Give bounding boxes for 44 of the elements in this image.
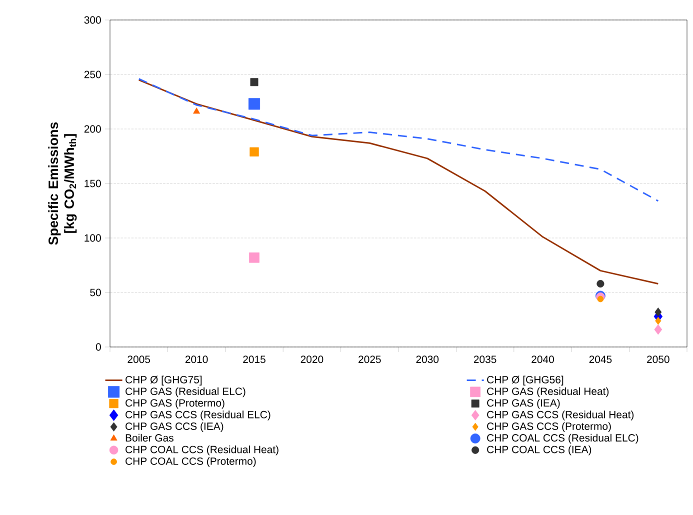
legend-label: Boiler Gas bbox=[126, 434, 174, 442]
y-tick-label: 200 bbox=[84, 125, 101, 133]
legend-label: CHP GAS CCS (Protermo) bbox=[487, 422, 611, 432]
x-tick-label: 2035 bbox=[474, 356, 496, 364]
point bbox=[250, 147, 259, 156]
point bbox=[248, 98, 260, 110]
x-tick-label: 2010 bbox=[185, 356, 208, 364]
point bbox=[249, 252, 260, 263]
x-tick-label: 2040 bbox=[532, 356, 554, 364]
x-tick-label: 2015 bbox=[243, 356, 266, 364]
legend-label: CHP GAS (IEA) bbox=[487, 398, 560, 409]
point bbox=[654, 308, 662, 317]
y-tick-label: 250 bbox=[84, 70, 101, 78]
legend-label: CHP COAL CCS (Residual Heat) bbox=[126, 446, 278, 456]
legend-label: CHP GAS (Protermo) bbox=[126, 398, 224, 409]
x-tick-label: 2005 bbox=[128, 356, 150, 364]
y-tick-label: 50 bbox=[90, 288, 101, 296]
legend-label: CHP GAS (Residual ELC) bbox=[126, 387, 246, 398]
legend-label: CHP COAL CCS (Protermo) bbox=[126, 457, 256, 467]
y-tick-label: 150 bbox=[84, 180, 101, 188]
x-tick-label: 2025 bbox=[358, 356, 381, 364]
y-tick-label: 0 bbox=[96, 343, 101, 351]
point bbox=[250, 78, 258, 86]
legend-label: CHP GAS CCS (Residual Heat) bbox=[487, 410, 634, 420]
x-tick-label: 2050 bbox=[647, 356, 670, 364]
x-tick-label: 2030 bbox=[416, 356, 439, 364]
y-tick-label: 300 bbox=[84, 16, 101, 24]
legend-label: CHP Ø [GHG56] bbox=[487, 376, 564, 386]
legend-label: CHP Ø [GHG75] bbox=[126, 376, 202, 386]
y-tick-label: 100 bbox=[84, 234, 101, 242]
point bbox=[655, 316, 662, 325]
x-tick-label: 2020 bbox=[300, 356, 324, 364]
legend-label: CHP COAL CCS (IEA) bbox=[487, 446, 592, 456]
x-tick-label: 2045 bbox=[589, 356, 612, 364]
point bbox=[597, 296, 604, 302]
legend-label: CHP GAS CCS (IEA) bbox=[126, 422, 224, 432]
point bbox=[654, 324, 662, 335]
legend-label: CHP COAL CCS (Residual ELC) bbox=[487, 434, 638, 444]
point bbox=[193, 108, 200, 114]
line-series bbox=[138, 79, 659, 285]
point bbox=[596, 280, 604, 288]
legend-label: CHP GAS (Residual Heat) bbox=[487, 387, 609, 398]
legend-label: CHP GAS CCS (Residual ELC) bbox=[126, 410, 270, 420]
line-series bbox=[138, 78, 659, 202]
